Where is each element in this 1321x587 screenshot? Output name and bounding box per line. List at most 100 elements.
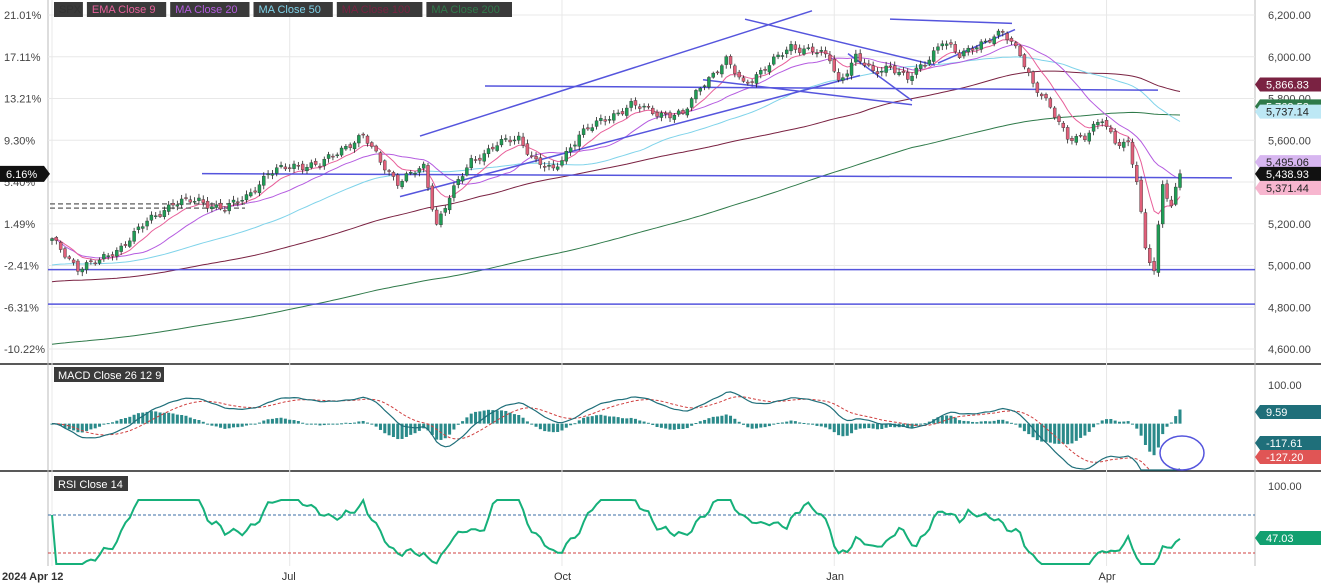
macd-histogram-bar [206,423,210,425]
macd-histogram-bar [586,416,590,424]
candle-body [141,226,145,229]
price-tick-label: 4,600.00 [1268,344,1311,356]
candle-body [495,145,499,151]
macd-histogram-bar [685,423,689,429]
candle-body [123,244,128,246]
candle-body [724,56,728,65]
macd-histogram-bar [620,418,624,424]
macd-histogram-bar [1079,423,1083,438]
macd-histogram-bar [443,423,447,439]
candle-body [1122,141,1126,148]
macd-histogram-bar [582,417,586,424]
candle-body [400,181,404,188]
macd-histogram-bar [296,421,300,424]
macd-histogram-bar [858,423,862,429]
candle-body [586,127,590,130]
macd-histogram-bar [569,423,573,426]
candle-body [992,36,996,44]
price-tag-bg [1255,104,1321,119]
candle-body [793,44,798,50]
trendline [744,18,936,66]
macd-histogram-bar [98,423,102,427]
macd-histogram-bar [482,410,486,424]
macd-histogram-bar [707,418,711,424]
candle-body [763,69,767,71]
candle-body [417,168,422,173]
candle-body [901,70,906,73]
candle-body [590,127,594,131]
ma200-line [51,111,1181,345]
candle-body [175,204,180,207]
macd-histogram-bar [145,411,149,424]
candle-body [1022,54,1027,68]
price-tag-bg [1255,180,1321,195]
macd-line [51,391,1181,471]
macd-histogram-bar [214,423,218,427]
candle-body [188,199,193,203]
candle-body [728,56,733,65]
price-tick-label: 5,600.00 [1268,135,1311,147]
candle-body [979,41,983,50]
macd-histogram-bar [819,423,823,427]
candle-body [115,250,119,257]
macd-histogram-bar [1001,419,1005,424]
macd-histogram-bar [227,423,231,429]
candle-body [525,143,530,155]
macd-histogram-bar [867,423,871,429]
pct-tick-label: 9.30% [4,135,35,147]
candle-body [936,46,940,51]
macd-histogram-bar [828,423,832,430]
candle-body [845,73,849,77]
price-tick-label: 6,000.00 [1268,52,1311,64]
candle-body [201,199,205,203]
macd-histogram-bar [560,423,564,431]
macd-histogram-bar [1014,423,1018,425]
candle-body [689,98,694,108]
candle-body [439,213,443,225]
candle-body [322,159,326,167]
macd-histogram-bar [452,423,456,430]
candle-body [944,43,949,46]
macd-histogram-bar [720,415,724,424]
candle-body [772,56,776,65]
macd-histogram-bar [992,420,996,424]
macd-histogram-bar [785,421,789,424]
macd-histogram-bar [988,421,992,424]
macd-histogram-bar [608,416,612,424]
macd-histogram-bar [495,410,499,424]
macd-histogram-bar [750,423,754,429]
candle-body [867,63,871,66]
macd-histogram-bar [197,420,201,424]
candle-body [681,110,685,114]
pct-tick-label: 21.01% [4,10,42,22]
macd-histogram-bar [646,422,650,424]
candle-body [473,159,478,161]
candle-body [166,204,171,212]
candle-body [1109,127,1113,133]
candle-body [534,156,538,160]
candle-body [391,172,396,177]
candle-body [421,163,426,169]
macd-histogram-bar [59,423,63,426]
candle-body [210,206,214,209]
legend-item-bg [336,2,423,17]
candle-body [80,268,84,273]
candle-body [521,136,525,146]
price-tag-label: 5,438.93 [1266,169,1309,181]
macd-histogram-bar [556,423,560,432]
macd-histogram-bar [901,423,905,428]
macd-histogram-bar [491,410,495,424]
candle-body [136,226,141,230]
macd-histogram-bar [478,411,482,424]
candle-body [854,53,858,63]
macd-histogram-bar [1040,423,1044,442]
macd-histogram-bar [1161,423,1165,435]
candle-body [594,120,599,127]
macd-histogram-bar [729,415,733,424]
macd-highlight-circle [1159,435,1205,471]
candle-body [931,50,936,62]
candle-body [344,146,348,150]
macd-histogram-bar [914,423,918,426]
macd-histogram-bar [1100,420,1104,424]
